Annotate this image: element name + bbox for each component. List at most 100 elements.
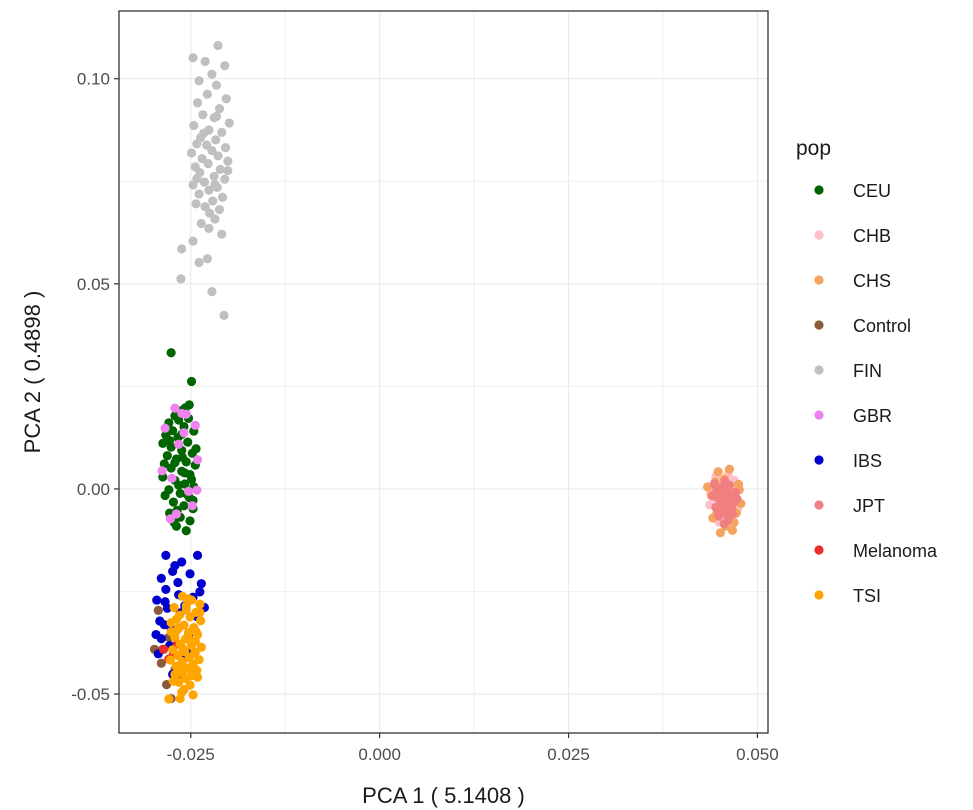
legend-item-chs: CHS xyxy=(814,271,891,291)
data-point xyxy=(160,597,170,607)
data-point xyxy=(188,53,198,63)
data-point xyxy=(195,599,205,609)
data-point xyxy=(199,177,209,187)
data-point xyxy=(204,185,214,195)
plot-panel-border xyxy=(118,10,769,734)
data-point xyxy=(170,561,180,571)
legend-label: Control xyxy=(853,316,911,336)
data-point xyxy=(179,501,189,511)
data-point xyxy=(186,376,197,387)
data-point xyxy=(151,629,161,640)
data-point xyxy=(175,488,185,499)
data-point xyxy=(192,98,203,108)
data-point xyxy=(180,468,190,478)
data-point xyxy=(217,192,228,202)
data-point xyxy=(159,459,169,469)
x-tick-label: 0.025 xyxy=(547,745,590,764)
data-point xyxy=(188,236,198,246)
x-tick-label: -0.025 xyxy=(167,745,215,764)
data-point xyxy=(713,505,723,515)
data-point xyxy=(185,612,195,622)
data-point xyxy=(191,444,201,454)
data-point xyxy=(183,437,193,447)
data-point xyxy=(211,80,222,90)
data-point xyxy=(199,128,209,138)
data-point xyxy=(192,672,203,682)
data-point xyxy=(715,528,726,538)
data-point xyxy=(200,56,210,67)
data-point xyxy=(727,525,738,535)
data-point xyxy=(156,573,166,583)
data-point xyxy=(179,665,189,675)
data-point xyxy=(164,694,174,704)
data-point xyxy=(192,550,203,560)
legend-key-dot xyxy=(814,500,824,510)
data-point xyxy=(715,487,725,497)
data-point xyxy=(160,423,170,433)
data-point xyxy=(187,661,197,672)
data-point xyxy=(194,76,204,86)
data-point xyxy=(719,519,729,529)
data-point xyxy=(729,489,739,499)
data-point xyxy=(183,486,194,496)
legend-item-ceu: CEU xyxy=(814,181,891,201)
data-point xyxy=(177,452,188,462)
legend-label: CEU xyxy=(853,181,891,201)
data-point xyxy=(202,254,212,264)
y-axis-title: PCA 2 ( 0.4898 ) xyxy=(20,291,45,454)
y-tick-label: 0.10 xyxy=(77,70,110,89)
data-point xyxy=(727,509,738,519)
data-point xyxy=(724,480,735,490)
x-axis-ticks: -0.025 0.000 0.025 0.050 xyxy=(167,733,779,764)
data-point xyxy=(213,151,223,161)
legend-item-jpt: JPT xyxy=(814,496,885,516)
data-point xyxy=(195,615,206,626)
legend-key-dot xyxy=(814,455,824,465)
data-point xyxy=(196,579,206,589)
data-point xyxy=(210,179,220,190)
data-point xyxy=(185,569,195,579)
legend-key-dot xyxy=(814,230,824,240)
data-point xyxy=(219,310,229,320)
data-point xyxy=(186,148,197,158)
legend-label: JPT xyxy=(853,496,885,516)
data-point xyxy=(168,426,178,436)
data-point xyxy=(207,145,217,156)
data-point xyxy=(161,550,171,560)
data-point xyxy=(170,458,180,468)
data-point xyxy=(169,602,179,613)
data-point xyxy=(171,614,182,624)
data-point xyxy=(211,135,221,145)
data-point xyxy=(203,159,213,169)
data-point xyxy=(177,557,187,567)
data-point xyxy=(726,501,736,512)
data-point xyxy=(217,127,227,138)
data-point xyxy=(181,601,191,611)
series-gbr xyxy=(157,403,203,524)
data-point xyxy=(211,111,222,122)
data-point xyxy=(170,403,180,413)
data-point xyxy=(220,174,230,184)
data-point xyxy=(190,647,200,657)
data-point xyxy=(161,679,172,690)
data-point xyxy=(168,497,178,507)
data-point xyxy=(191,199,201,209)
y-tick-label: 0.05 xyxy=(77,275,110,294)
data-point xyxy=(177,244,187,254)
data-point xyxy=(165,655,175,665)
legend-item-ibs: IBS xyxy=(814,451,882,471)
data-point xyxy=(200,202,210,212)
data-point xyxy=(208,196,218,206)
data-point xyxy=(192,174,202,184)
data-point xyxy=(171,661,182,671)
data-point xyxy=(185,516,195,526)
data-point xyxy=(162,451,172,461)
data-point xyxy=(194,257,204,268)
data-point xyxy=(724,464,735,474)
legend-key-dot xyxy=(814,590,824,600)
legend-key-dot xyxy=(814,365,824,375)
legend-key-dot xyxy=(814,320,824,330)
data-point xyxy=(177,643,188,653)
legend-label: IBS xyxy=(853,451,882,471)
